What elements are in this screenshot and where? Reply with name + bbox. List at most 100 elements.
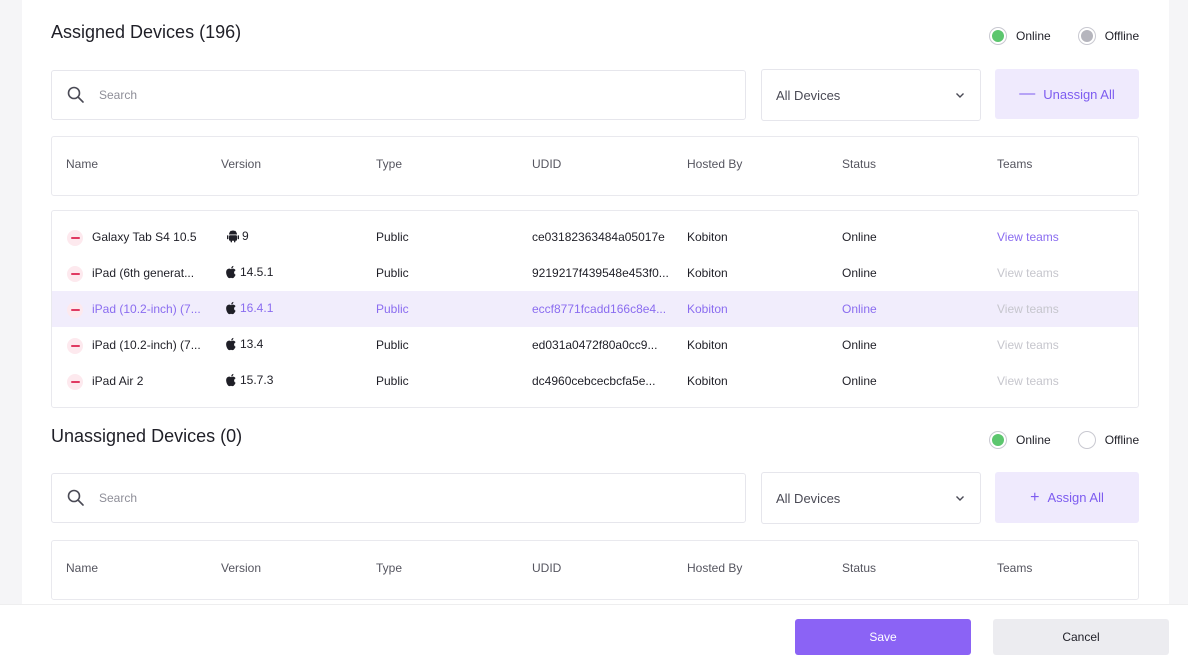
table-row[interactable]: iPad (10.2-inch) (7... 16.4.1 Public ecc… [52,291,1138,327]
device-status: Online [842,374,877,388]
legend-online-label: Online [1016,433,1051,447]
device-version: 13.4 [224,337,263,351]
device-version: 9 [226,229,249,243]
view-teams-link[interactable]: View teams [997,230,1059,244]
search-icon [67,489,84,506]
assigned-search-input[interactable] [99,88,699,102]
unassign-all-label: Unassign All [1043,86,1115,102]
unassigned-filter-value: All Devices [776,490,841,506]
apple-icon [226,373,236,387]
device-status: Online [842,338,877,352]
unassigned-search-input[interactable] [99,491,699,505]
device-udid: ce03182363484a05017e [532,230,665,244]
minus-icon: — [1019,85,1036,102]
device-type: Public [376,338,409,352]
apple-icon [226,337,236,351]
legend-offline-label: Offline [1104,433,1140,447]
device-udid: dc4960cebcecbcfa5e... [532,374,656,388]
legend-offline[interactable]: Offline [1077,431,1140,449]
device-name: iPad (10.2-inch) (7... [92,302,201,316]
remove-device-icon[interactable] [67,374,83,390]
version-number: 14.5.1 [240,265,274,279]
unassigned-devices-title: Unassigned Devices (0) [51,426,243,446]
device-host: Kobiton [687,302,728,316]
remove-device-icon[interactable] [67,230,83,246]
column-type[interactable]: Type [376,157,403,171]
legend-online[interactable]: Online [989,27,1051,45]
column-status[interactable]: Status [842,157,877,171]
table-row[interactable]: iPad (10.2-inch) (7... 13.4 Public ed031… [52,327,1138,363]
view-teams-link[interactable]: View teams [997,302,1059,316]
column-teams[interactable]: Teams [997,561,1033,575]
version-number: 13.4 [240,337,264,351]
plus-icon: + [1030,488,1040,506]
dialog-footer: Save Cancel [0,604,1188,669]
remove-device-icon[interactable] [67,302,83,318]
column-udid[interactable]: UDID [532,157,562,171]
view-teams-link[interactable]: View teams [997,338,1059,352]
device-type: Public [376,230,409,244]
unassigned-search-box[interactable] [51,473,746,523]
assigned-status-legend: Online Offline [989,27,1139,45]
assigned-device-filter[interactable]: All Devices [761,69,981,121]
save-button[interactable]: Save [795,619,971,655]
assigned-table-header: Name Version Type UDID Hosted By Status … [51,136,1139,196]
device-type: Public [376,374,409,388]
column-name[interactable]: Name [66,561,99,575]
remove-device-icon[interactable] [67,266,83,282]
legend-online-label: Online [1016,29,1051,43]
devices-panel: Assigned Devices (196) Online Offline Al… [22,0,1169,604]
device-version: 15.7.3 [224,373,273,387]
column-version[interactable]: Version [221,157,262,171]
device-version: 14.5.1 [224,265,273,279]
table-row[interactable]: iPad Air 2 15.7.3 Public dc4960cebcecbcf… [52,363,1138,399]
assigned-search-box[interactable] [51,70,746,120]
apple-icon [226,265,236,279]
device-type: Public [376,302,409,316]
apple-icon [226,301,236,315]
column-name[interactable]: Name [66,157,99,171]
unassign-all-button[interactable]: — Unassign All [995,69,1139,119]
assigned-table-body: Galaxy Tab S4 10.5 9 Public ce0318236348… [51,210,1139,408]
unassigned-status-legend: Online Offline [989,431,1139,449]
offline-radio-icon[interactable] [1077,431,1096,449]
assign-all-button[interactable]: + Assign All [995,472,1139,523]
online-radio-icon[interactable] [989,27,1007,45]
table-row[interactable]: Galaxy Tab S4 10.5 9 Public ce0318236348… [52,219,1138,255]
device-name: Galaxy Tab S4 10.5 [92,230,197,244]
chevron-down-icon [956,93,964,98]
device-host: Kobiton [687,338,728,352]
online-radio-icon[interactable] [989,431,1007,449]
column-hosted-by[interactable]: Hosted By [687,561,743,575]
device-status: Online [842,230,877,244]
unassigned-device-filter[interactable]: All Devices [761,472,981,524]
legend-offline[interactable]: Offline [1077,27,1139,45]
device-host: Kobiton [687,374,728,388]
view-teams-link[interactable]: View teams [997,374,1059,388]
version-number: 15.7.3 [240,373,274,387]
remove-device-icon[interactable] [67,338,83,354]
device-version: 16.4.1 [224,301,273,315]
cancel-button[interactable]: Cancel [993,619,1169,655]
column-teams[interactable]: Teams [997,157,1033,171]
column-type[interactable]: Type [376,561,403,575]
device-type: Public [376,266,409,280]
chevron-down-icon [956,496,964,501]
device-host: Kobiton [687,266,728,280]
device-udid: eccf8771fcadd166c8e4... [532,302,667,316]
column-version[interactable]: Version [221,561,262,575]
device-name: iPad (6th generat... [92,266,195,280]
table-row[interactable]: iPad (6th generat... 14.5.1 Public 92192… [52,255,1138,291]
column-hosted-by[interactable]: Hosted By [687,157,743,171]
view-teams-link[interactable]: View teams [997,266,1059,280]
assigned-devices-title: Assigned Devices (196) [51,22,242,42]
device-host: Kobiton [687,230,728,244]
device-name: iPad (10.2-inch) (7... [92,338,201,352]
column-udid[interactable]: UDID [532,561,562,575]
offline-radio-icon[interactable] [1077,27,1096,45]
android-icon [227,230,239,243]
column-status[interactable]: Status [842,561,877,575]
assign-all-label: Assign All [1047,490,1104,505]
device-name: iPad Air 2 [92,374,144,388]
legend-online[interactable]: Online [989,431,1051,449]
